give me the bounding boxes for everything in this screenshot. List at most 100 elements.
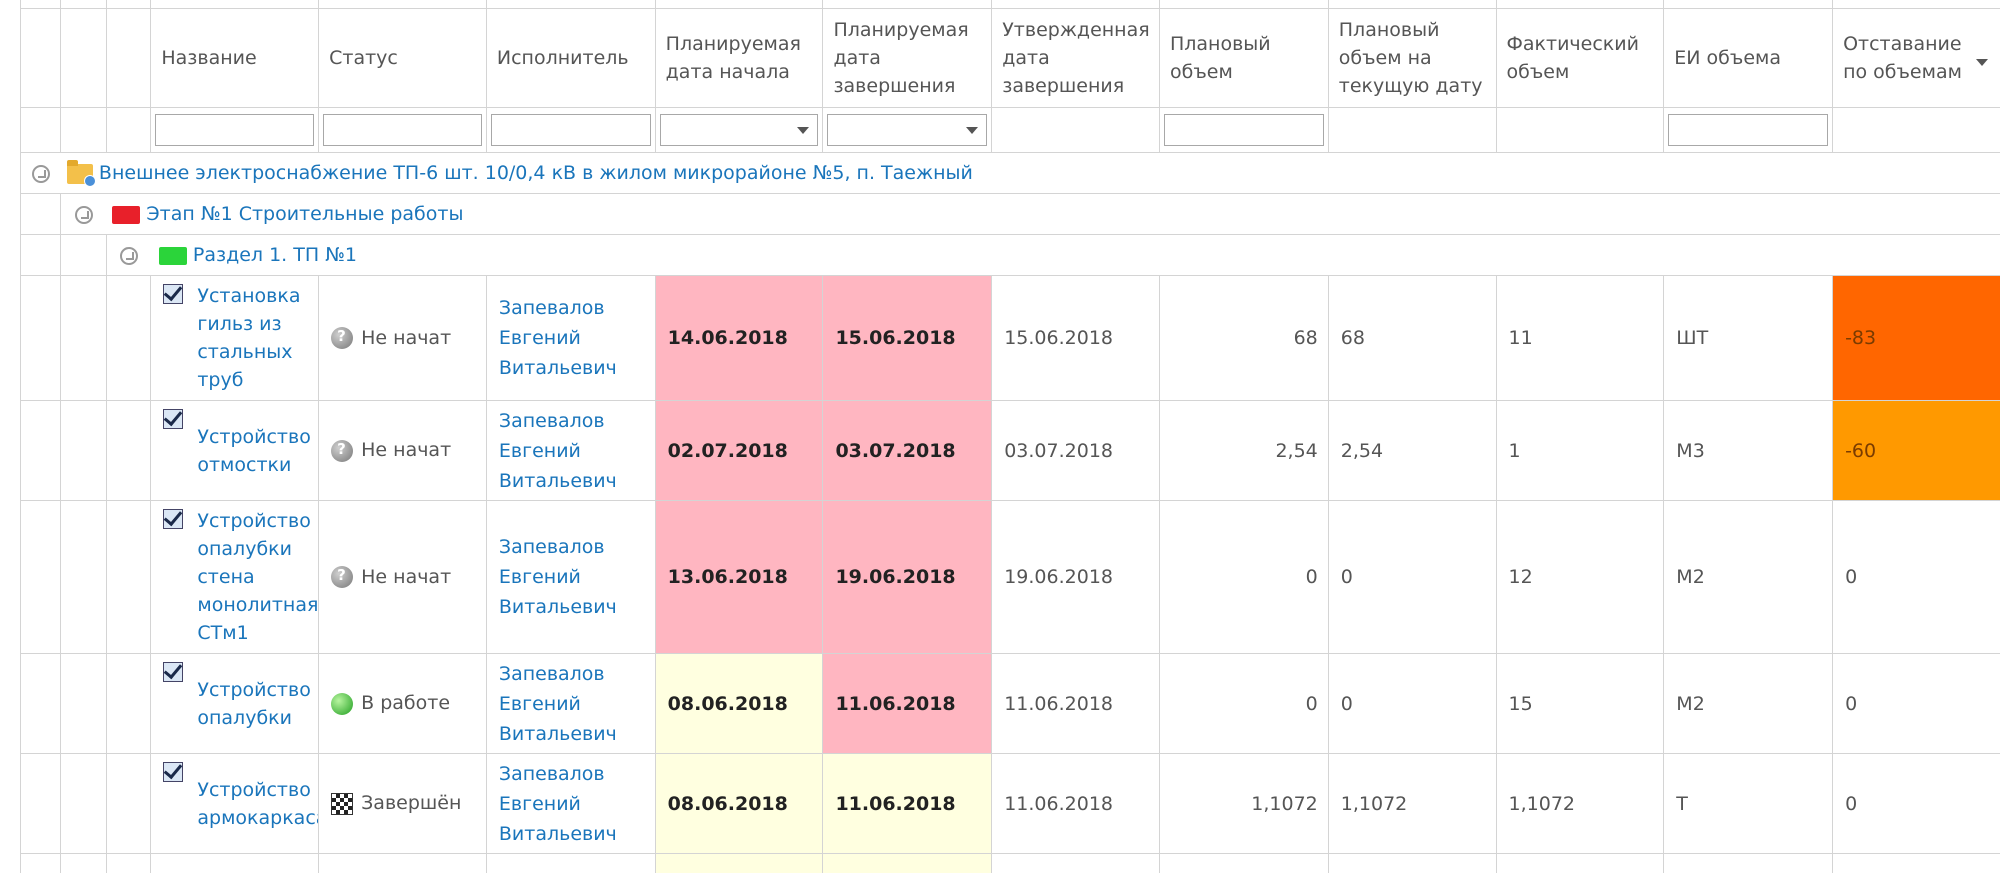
task-name[interactable]: Устройство армокаркаса <box>197 778 319 829</box>
checkbox-icon[interactable] <box>163 509 184 529</box>
checkered-flag-icon <box>331 792 354 815</box>
task-plan-start: 02.07.2018 <box>654 400 824 501</box>
table-row <box>20 853 2000 873</box>
col-header-name[interactable]: Название <box>150 8 320 108</box>
task-approved-end: 03.07.2018 <box>991 400 1160 501</box>
task-unit: М2 <box>1663 653 1834 754</box>
task-plan-volume: 68 <box>1158 275 1329 401</box>
question-icon <box>331 566 354 589</box>
task-actual-volume: 15 <box>1495 653 1665 754</box>
col-header-status[interactable]: Статус <box>318 8 487 108</box>
filter-plan-end-select[interactable] <box>827 114 988 146</box>
task-performer-cell[interactable]: Запевалов Евгений Витальевич <box>485 653 656 754</box>
group-project-title[interactable]: Внешнее электроснабжение ТП-6 шт. 10/0,4… <box>98 162 973 184</box>
task-approved-end: 15.06.2018 <box>991 275 1160 401</box>
task-performer[interactable]: Запевалов Евгений Витальевич <box>498 297 617 379</box>
task-performer[interactable]: Запевалов Евгений Витальевич <box>498 409 617 492</box>
col-header-plan-volume-current[interactable]: Плановый объем на текущую дату <box>1327 8 1497 108</box>
sort-dropdown-icon[interactable] <box>1976 59 1988 66</box>
task-actual-volume: 1,1072 <box>1495 753 1665 854</box>
task-plan-volume: 0 <box>1158 653 1329 754</box>
task-plan-volume-current: 0 <box>1327 500 1497 654</box>
task-performer-cell[interactable]: Запевалов Евгений Витальевич <box>485 275 656 401</box>
question-icon <box>331 439 354 462</box>
collapse-toggle-icon[interactable] <box>74 205 93 224</box>
task-performer[interactable]: Запевалов Евгений Витальевич <box>498 762 617 845</box>
col-header-plan-volume[interactable]: Плановый объем <box>1158 8 1329 108</box>
col-header-plan-end[interactable]: Планируемая дата завершения <box>822 8 993 108</box>
filter-plan-start-select[interactable] <box>659 114 819 146</box>
col-header-approved-end[interactable]: Утвержденная дата завершения <box>991 8 1160 108</box>
task-name-cell[interactable]: Устройство опалубки стена монолитная СТм… <box>150 500 320 654</box>
task-plan-end: 15.06.2018 <box>822 275 993 401</box>
col-header-unit[interactable]: ЕИ объема <box>1663 8 1834 108</box>
task-status-cell: В работе <box>318 653 487 754</box>
chevron-down-icon <box>966 127 979 134</box>
task-performer[interactable]: Запевалов Евгений Витальевич <box>498 662 617 745</box>
group-row-project: Внешнее электроснабжение ТП-6 шт. 10/0,4… <box>20 152 2000 194</box>
col-header-plan-start[interactable]: Планируемая дата начала <box>654 8 824 108</box>
task-approved-end: 11.06.2018 <box>991 653 1160 754</box>
task-plan-volume-current: 0 <box>1327 653 1497 754</box>
col-header-actual-volume[interactable]: Фактический объем <box>1495 8 1665 108</box>
task-name[interactable]: Установка гильз из стальных труб <box>197 285 301 391</box>
task-actual-volume: 12 <box>1495 500 1665 654</box>
task-name-cell[interactable]: Устройство опалубки <box>150 653 320 754</box>
group-section-title[interactable]: Раздел 1. ТП №1 <box>192 244 358 266</box>
task-grid: Название Статус Исполнитель Планируемая … <box>20 0 2000 873</box>
task-plan-volume: 0 <box>1158 500 1329 654</box>
checkbox-icon[interactable] <box>163 762 184 782</box>
checkbox-icon[interactable] <box>163 284 184 304</box>
task-lag: 0 <box>1832 653 2000 754</box>
task-unit: М2 <box>1663 500 1834 654</box>
task-status: Завершён <box>361 792 462 815</box>
task-plan-end: 19.06.2018 <box>822 500 993 654</box>
checkbox-icon[interactable] <box>163 662 184 682</box>
task-plan-volume-current: 2,54 <box>1327 400 1497 501</box>
task-name-cell[interactable]: Устройство отмостки <box>150 400 320 501</box>
task-name[interactable]: Устройство опалубки <box>197 678 311 729</box>
task-performer-cell[interactable]: Запевалов Евгений Витальевич <box>485 500 656 654</box>
filter-name-input[interactable] <box>155 114 315 146</box>
task-plan-start: 13.06.2018 <box>654 500 824 654</box>
collapse-toggle-icon[interactable] <box>119 246 138 265</box>
task-name-cell[interactable]: Устройство армокаркаса <box>150 753 320 854</box>
header-spacer <box>60 8 107 108</box>
task-approved-end: 19.06.2018 <box>991 500 1160 654</box>
filter-status-input[interactable] <box>323 114 482 146</box>
group-stage-title[interactable]: Этап №1 Строительные работы <box>146 203 464 225</box>
task-unit: ШТ <box>1663 275 1834 401</box>
filter-performer-input[interactable] <box>490 114 651 146</box>
col-header-performer[interactable]: Исполнитель <box>485 8 656 108</box>
collapse-toggle-icon[interactable] <box>31 164 50 183</box>
col-header-lag[interactable]: Отставание по объемам <box>1832 8 2000 108</box>
table-row: Установка гильз из стальных труб Не начат… <box>20 275 2000 401</box>
task-status-cell: Завершён <box>318 753 487 854</box>
task-status: Не начат <box>361 565 452 588</box>
filter-unit-input[interactable] <box>1668 114 1829 146</box>
filter-row <box>20 107 2000 153</box>
task-performer-cell[interactable]: Запевалов Евгений Витальевич <box>485 753 656 854</box>
project-folder-icon <box>66 159 96 187</box>
task-performer[interactable]: Запевалов Евгений Витальевич <box>498 536 617 618</box>
task-name[interactable]: Устройство опалубки стена монолитная СТм… <box>197 510 319 644</box>
red-stage-icon <box>112 205 141 224</box>
task-status-cell: Не начат <box>318 275 487 401</box>
table-row: Устройство опалубки стена монолитная СТм… <box>20 500 2000 654</box>
col-header-lag-label: Отставание по объемам <box>1843 33 1962 83</box>
table-row: Устройство опалубки В работе Запевалов Евг… <box>20 653 2000 754</box>
task-lag: 0 <box>1832 753 2000 854</box>
task-performer-cell[interactable]: Запевалов Евгений Витальевич <box>485 400 656 501</box>
task-actual-volume: 11 <box>1495 275 1665 401</box>
task-name[interactable]: Устройство отмостки <box>197 425 311 476</box>
checkbox-icon[interactable] <box>163 409 184 429</box>
task-plan-start: 08.06.2018 <box>654 653 824 754</box>
header-row: Название Статус Исполнитель Планируемая … <box>20 8 2000 108</box>
task-plan-end: 03.07.2018 <box>822 400 993 501</box>
task-name-cell[interactable]: Установка гильз из стальных труб <box>150 275 320 401</box>
task-status: В работе <box>361 692 451 715</box>
task-plan-volume-current: 1,1072 <box>1327 753 1497 854</box>
task-plan-start: 08.06.2018 <box>654 753 824 854</box>
filter-plan-volume-input[interactable] <box>1163 114 1324 146</box>
header-spacer <box>105 8 152 108</box>
